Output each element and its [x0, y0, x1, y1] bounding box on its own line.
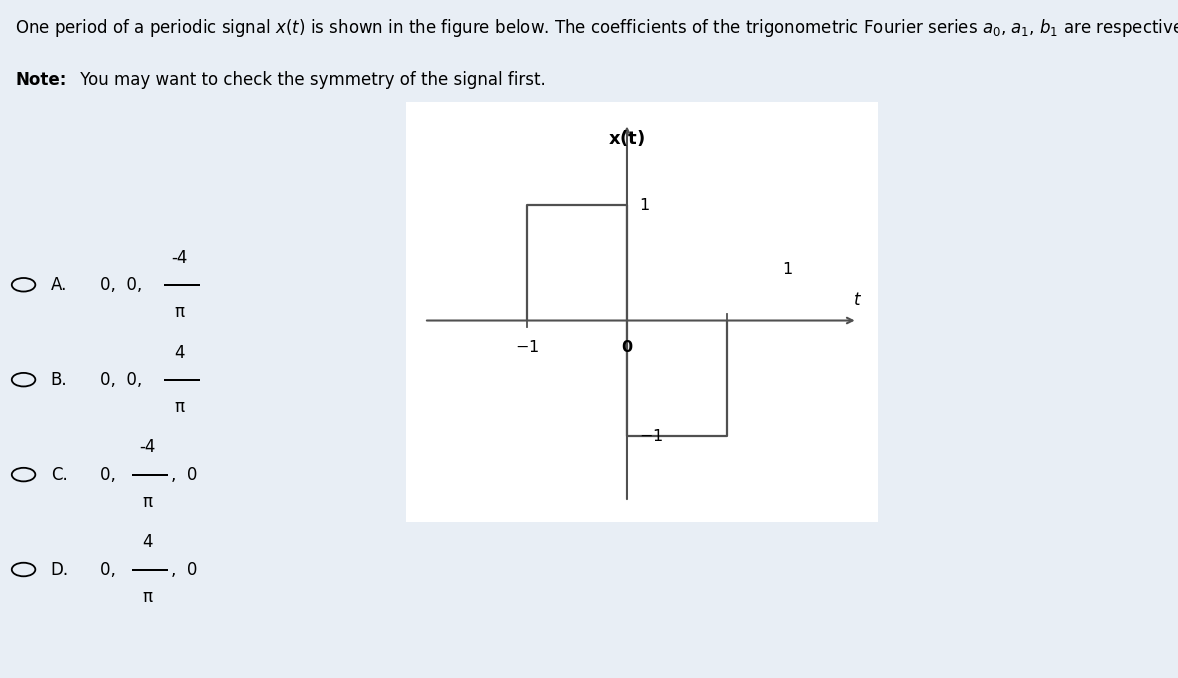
Text: π: π: [143, 493, 152, 511]
Text: 0,  0,: 0, 0,: [100, 276, 153, 294]
Text: ,  0: , 0: [171, 466, 198, 483]
Text: You may want to check the symmetry of the signal first.: You may want to check the symmetry of th…: [75, 71, 547, 89]
Text: B.: B.: [51, 371, 67, 388]
Text: $\mathbf{0}$: $\mathbf{0}$: [621, 339, 633, 355]
Text: $\mathbf{x(t)}$: $\mathbf{x(t)}$: [608, 128, 646, 148]
Text: 0,: 0,: [100, 561, 126, 578]
Text: π: π: [143, 588, 152, 605]
Text: -4: -4: [171, 249, 187, 266]
Text: $1$: $1$: [638, 197, 650, 214]
Text: $t$: $t$: [853, 291, 861, 309]
Text: $1$: $1$: [782, 261, 793, 277]
Text: 0,: 0,: [100, 466, 126, 483]
Text: $-1$: $-1$: [515, 339, 538, 355]
Text: 4: 4: [143, 534, 153, 551]
Text: 0,  0,: 0, 0,: [100, 371, 153, 388]
Text: 4: 4: [174, 344, 185, 361]
Text: Note:: Note:: [15, 71, 67, 89]
Text: A.: A.: [51, 276, 67, 294]
Text: One period of a periodic signal $x(t)$ is shown in the figure below. The coeffic: One period of a periodic signal $x(t)$ i…: [15, 17, 1178, 39]
Text: π: π: [174, 398, 185, 416]
Text: $-1$: $-1$: [638, 428, 663, 443]
Text: π: π: [174, 303, 185, 321]
Text: D.: D.: [51, 561, 68, 578]
Text: -4: -4: [139, 439, 155, 456]
Text: C.: C.: [51, 466, 67, 483]
Text: ,  0: , 0: [171, 561, 198, 578]
